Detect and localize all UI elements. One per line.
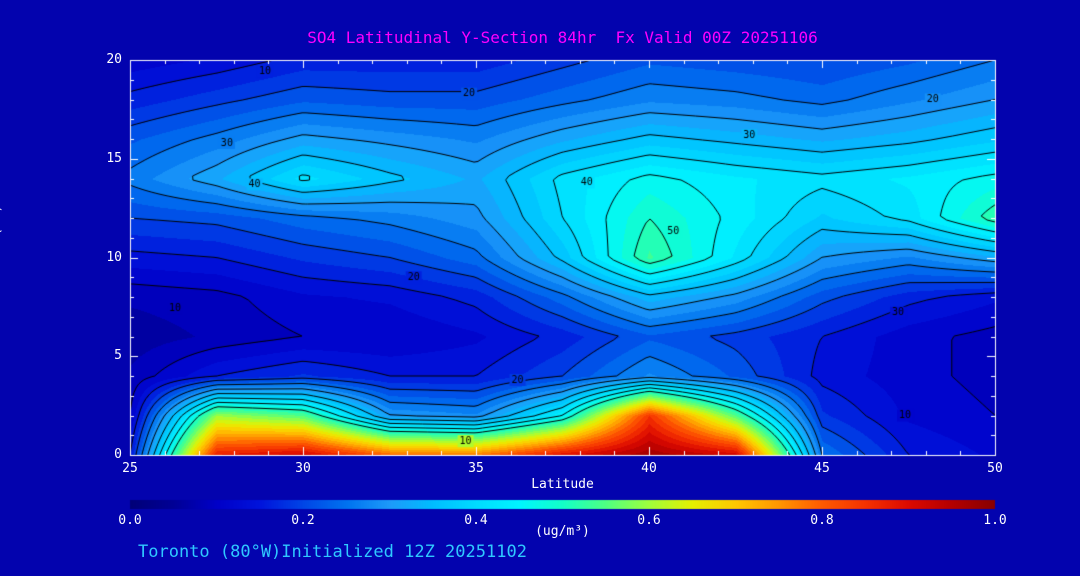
y-tick-label: 20 (106, 52, 122, 67)
model-init-annotation: Toronto (80°W)Initialized 12Z 20251102 (138, 542, 527, 562)
colorbar-tick-label: 0.4 (464, 513, 488, 528)
x-tick-label: 30 (295, 461, 311, 476)
colorbar-units-label: (ug/m³) (535, 524, 590, 539)
colorbar-tick-label: 0.2 (291, 513, 315, 528)
plot-title: SO4 Latitudinal Y-Section 84hr Fx Valid … (307, 28, 818, 47)
x-tick-label: 45 (814, 461, 830, 476)
y-tick-label: 10 (106, 249, 122, 265)
x-tick-label: 40 (641, 461, 657, 476)
colorbar-tick-label: 0.8 (810, 513, 834, 528)
y-tick-label: 15 (106, 150, 122, 166)
colorbar-tick-label: 1.0 (983, 513, 1007, 528)
x-tick-label: 25 (122, 461, 138, 476)
x-tick-label: 35 (468, 461, 484, 476)
colorbar-tick-label: 0.0 (118, 513, 142, 528)
y-axis-title: Altitude (km) (0, 204, 4, 307)
y-tick-label: 0 (114, 447, 122, 462)
x-tick-label: 50 (987, 461, 1003, 476)
colorbar-tick-label: 0.6 (637, 513, 661, 528)
x-axis-title: Latitude (531, 477, 594, 492)
y-tick-label: 5 (114, 348, 122, 364)
